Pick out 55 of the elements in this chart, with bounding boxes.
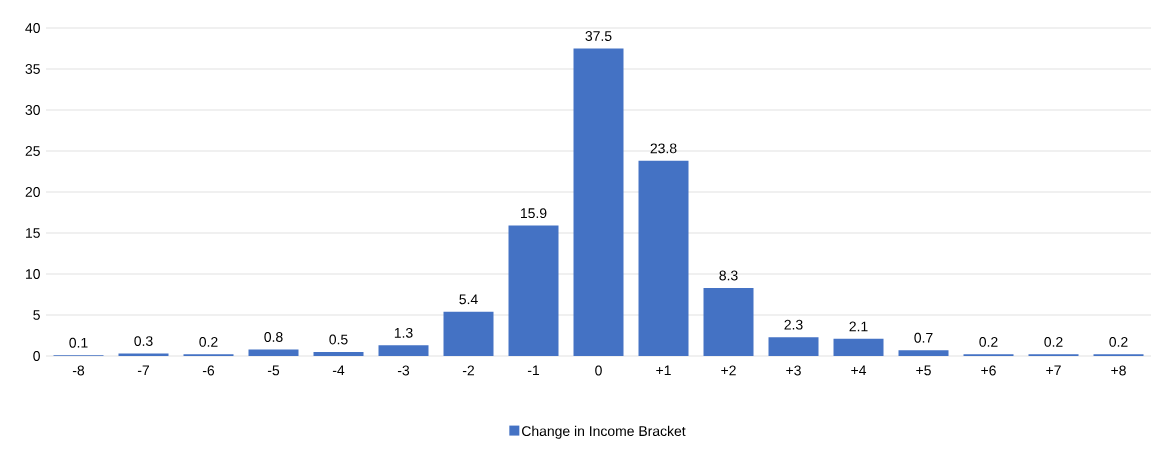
x-tick-label: -3 — [397, 365, 410, 376]
bar — [833, 338, 884, 356]
x-tick-label: +6 — [981, 365, 996, 376]
x-tick-label: -4 — [332, 365, 345, 376]
bar — [508, 225, 559, 356]
data-label: 0.2 — [1109, 336, 1128, 347]
y-tick-label: 15 — [26, 228, 40, 238]
x-tick-label: +8 — [1111, 365, 1126, 376]
data-label: 1.3 — [394, 327, 413, 338]
data-label: 0.3 — [134, 336, 153, 347]
x-tick-label: -6 — [202, 365, 215, 376]
x-tick-label: +4 — [851, 365, 867, 376]
bar — [898, 350, 949, 356]
y-tick-label: 30 — [25, 105, 40, 115]
bar — [378, 345, 429, 356]
x-tick-label: -7 — [137, 365, 150, 376]
x-tick-label: +3 — [786, 365, 801, 376]
x-tick-label: 0 — [595, 365, 602, 376]
data-label: 23.8 — [650, 143, 677, 154]
data-label: 0.8 — [264, 332, 283, 342]
bar — [703, 287, 754, 356]
data-label: 0.5 — [329, 334, 348, 345]
y-tick-label: 10 — [26, 269, 40, 279]
x-tick-label: +2 — [721, 365, 736, 376]
data-label: 37.5 — [585, 31, 612, 41]
data-label: 0.2 — [199, 336, 218, 347]
x-tick-label: +5 — [916, 365, 931, 376]
data-label: 8.3 — [719, 270, 738, 281]
data-label: 0.1 — [69, 337, 88, 348]
y-tick-label: 35 — [25, 64, 40, 74]
y-tick-label: 20 — [25, 187, 40, 197]
x-tick-label: +1 — [656, 365, 671, 376]
y-tick-label: 0 — [33, 351, 40, 361]
data-label: 15.9 — [520, 208, 547, 219]
y-tick-label: 25 — [25, 146, 40, 156]
x-tick-label: -1 — [527, 365, 540, 376]
bar — [248, 349, 299, 356]
x-tick-label: +7 — [1046, 365, 1061, 376]
data-label: 0.2 — [1044, 336, 1063, 347]
data-label: 5.4 — [459, 294, 478, 305]
bar — [638, 160, 689, 356]
legend-label: Change in Income Bracket — [522, 425, 686, 439]
y-tick-label: 5 — [33, 310, 40, 320]
data-label: 2.1 — [849, 321, 868, 332]
x-tick-label: -5 — [267, 365, 280, 376]
x-tick-label: -8 — [72, 365, 85, 376]
bar — [313, 351, 364, 356]
bar — [443, 311, 494, 356]
y-tick-label: 40 — [25, 23, 40, 33]
x-tick-label: -2 — [462, 365, 475, 376]
bar — [573, 48, 624, 356]
data-label: 0.7 — [914, 332, 933, 343]
data-label: 2.3 — [784, 319, 803, 330]
data-label: 0.2 — [979, 336, 998, 347]
bar — [768, 337, 819, 356]
